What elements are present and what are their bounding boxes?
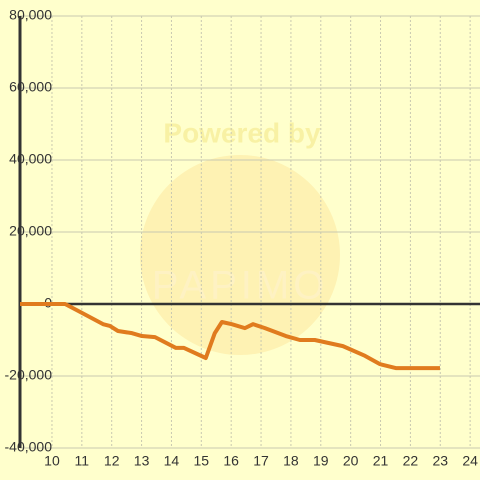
x-tick-label: 15 (194, 453, 210, 469)
x-tick-label: 19 (313, 453, 329, 469)
y-tick-label: 60,000 (9, 79, 52, 95)
x-tick-label: 11 (75, 453, 90, 469)
line (20, 302, 440, 371)
x-tick-label: 17 (253, 453, 269, 469)
watermark-text: PAPIMO (152, 264, 329, 308)
x-tick-label: 22 (403, 453, 419, 469)
y-tick-label: -20,000 (5, 367, 53, 383)
y-tick-label: 80,000 (9, 7, 52, 23)
x-tick-label: 12 (104, 453, 120, 469)
y-tick-label: 40,000 (9, 151, 52, 167)
x-tick-label: 16 (223, 453, 239, 469)
y-tick-label: -40,000 (5, 439, 53, 455)
y-tick-label: 20,000 (9, 223, 52, 239)
x-tick-label: 20 (343, 453, 359, 469)
x-tick-label: 14 (164, 453, 180, 469)
x-tick-label: 24 (462, 453, 478, 469)
x-tick-label: 13 (134, 453, 150, 469)
x-tick-label: 18 (283, 453, 299, 469)
x-tick-label: 23 (432, 453, 448, 469)
watermark-text: Powered by (163, 117, 321, 148)
x-tick-label: 10 (44, 453, 60, 469)
x-tick-label: 21 (373, 453, 389, 469)
